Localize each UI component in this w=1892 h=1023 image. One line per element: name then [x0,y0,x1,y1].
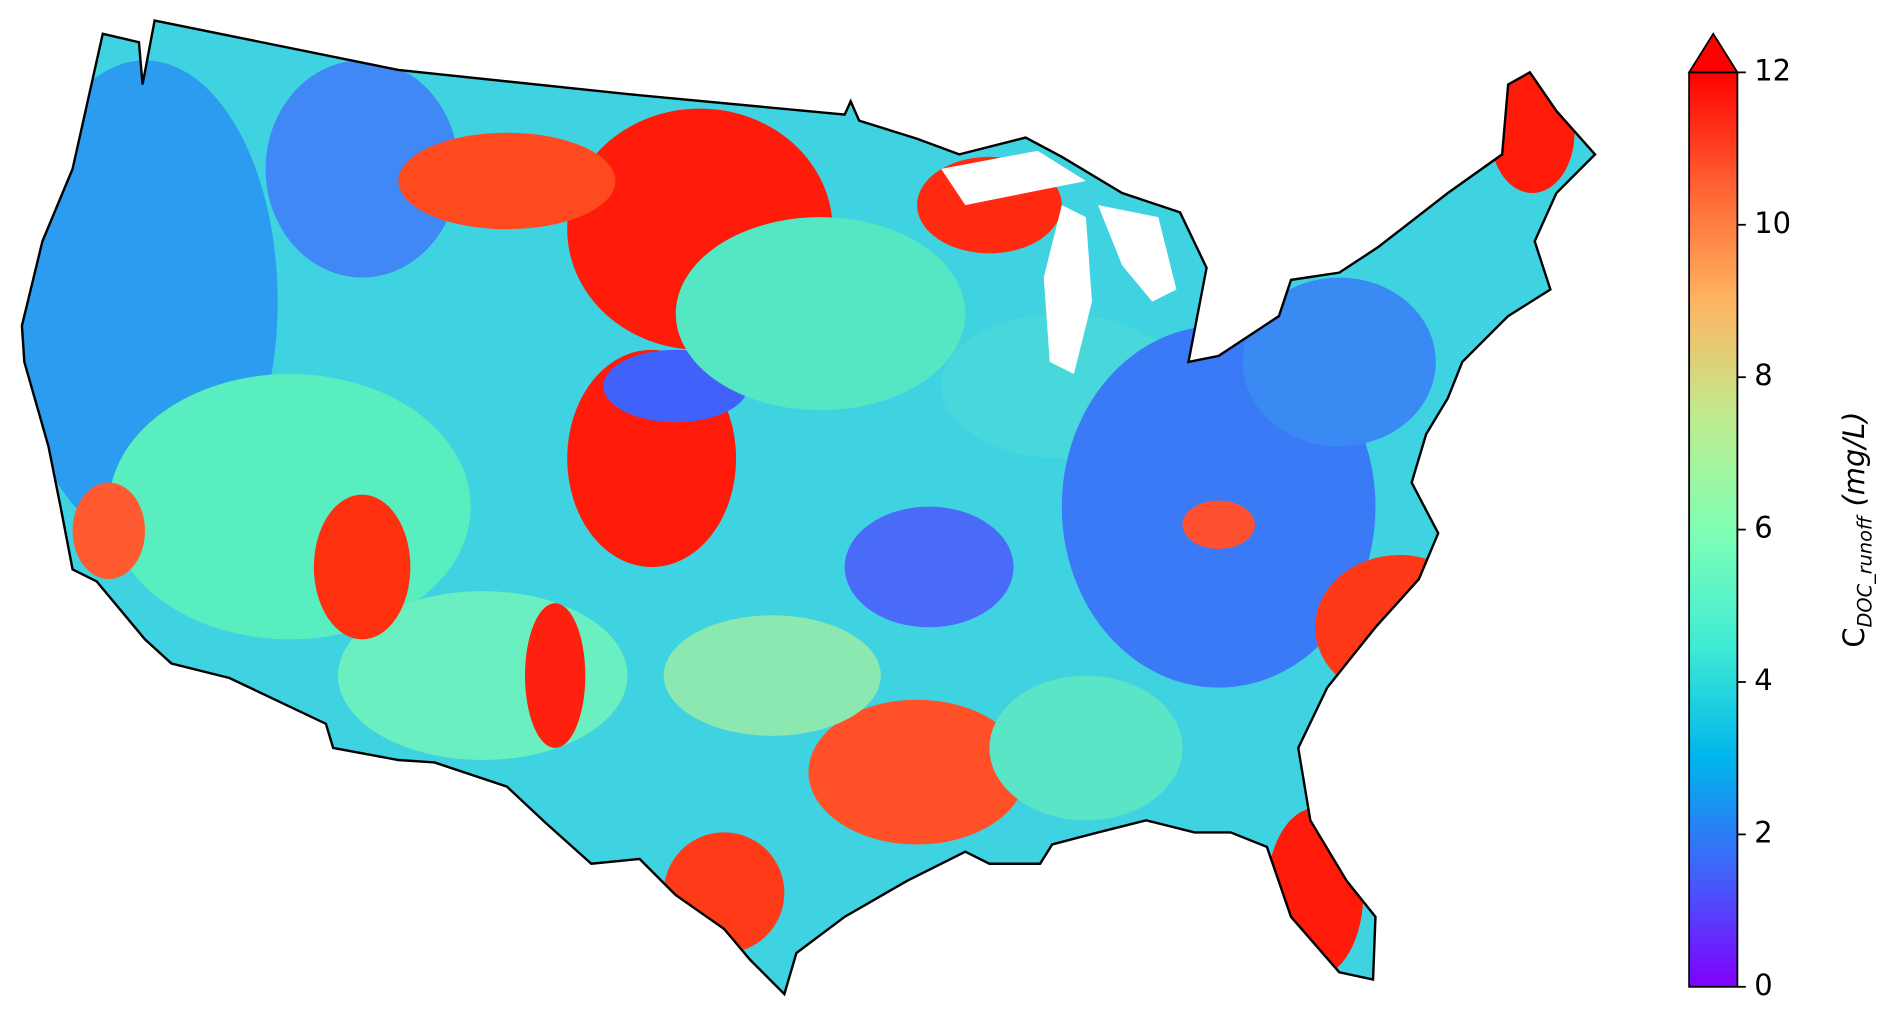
label-subscript: DOC_runoff [1853,514,1876,627]
map-region [1315,554,1485,700]
label-unit: (mg/L) [1837,412,1871,507]
map-region [313,494,411,640]
colorbar-tick-label: 10 [1754,206,1791,240]
map-region [844,506,1014,628]
map-region [1490,72,1575,194]
map-region [72,482,145,580]
map-region [1182,500,1255,549]
map-region [1242,277,1436,447]
colorbar-tick-label: 8 [1754,358,1772,392]
lake-michigan [1043,205,1092,374]
colorbar-fill [1689,72,1738,987]
map-region [989,675,1183,821]
label-symbol: C [1837,627,1871,647]
map-region [675,217,966,411]
map-region [663,832,785,954]
colorbar: 0 2 4 6 8 10 12 CDOC_runoff (mg/L) [1687,32,1876,1002]
map-region [398,132,616,230]
colorbar-tick-label: 2 [1754,815,1772,849]
doc-map [21,20,1596,995]
lake-huron [1098,205,1177,302]
colorbar-tick-label: 4 [1754,663,1772,697]
map-region [1266,808,1364,978]
lake-superior [941,150,1086,206]
map-region [524,603,586,748]
colorbar-label: CDOC_runoff (mg/L) [1837,412,1876,648]
colorbar-extend [1687,32,1740,74]
map-region [265,60,459,278]
map-region [663,615,881,736]
map-region [108,373,471,640]
map-region [808,699,1026,845]
colorbar-tick-label: 12 [1754,53,1791,87]
colorbar-tick-label: 6 [1754,511,1772,545]
colorbar-tick-label: 0 [1754,968,1772,1002]
